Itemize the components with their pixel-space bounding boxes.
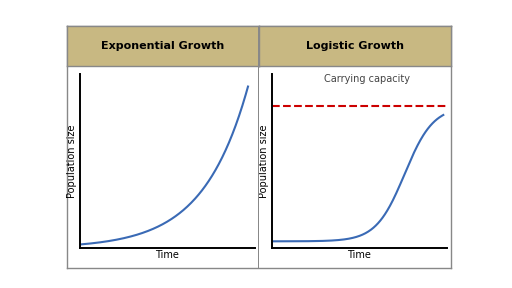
Text: Carrying capacity: Carrying capacity xyxy=(325,74,411,84)
Y-axis label: Population size: Population size xyxy=(67,124,77,198)
Text: Logistic Growth: Logistic Growth xyxy=(306,41,403,51)
Y-axis label: Population size: Population size xyxy=(259,124,269,198)
Text: Exponential Growth: Exponential Growth xyxy=(101,41,224,51)
X-axis label: Time: Time xyxy=(348,251,371,260)
X-axis label: Time: Time xyxy=(156,251,179,260)
